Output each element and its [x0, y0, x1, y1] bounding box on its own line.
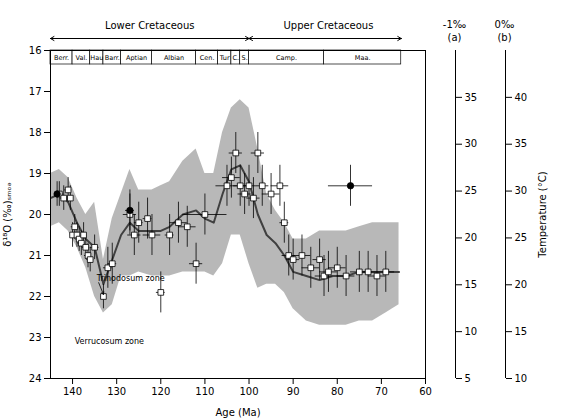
svg-text:Hau: Hau	[90, 54, 103, 62]
svg-text:25: 25	[515, 232, 528, 243]
svg-text:20: 20	[465, 232, 478, 243]
svg-text:5: 5	[465, 373, 471, 384]
svg-text:Maa.: Maa.	[355, 54, 371, 62]
svg-text:Verrucosum zone: Verrucosum zone	[75, 337, 144, 346]
svg-text:Tur: Tur	[219, 54, 230, 62]
svg-text:Cen.: Cen.	[200, 54, 215, 62]
svg-text:35: 35	[465, 92, 478, 103]
svg-text:Lower Cretaceous: Lower Cretaceous	[105, 20, 195, 31]
svg-text:0‰: 0‰	[495, 19, 515, 30]
svg-text:60: 60	[419, 386, 432, 397]
svg-text:40: 40	[515, 92, 528, 103]
svg-text:19: 19	[29, 168, 42, 179]
svg-text:(a): (a)	[448, 32, 462, 43]
svg-text:Age (Ma): Age (Ma)	[215, 407, 260, 418]
svg-text:Trinodosum zone: Trinodosum zone	[96, 274, 165, 283]
svg-text:22: 22	[29, 291, 42, 302]
svg-text:70: 70	[375, 386, 388, 397]
svg-text:80: 80	[331, 386, 344, 397]
svg-text:Val.: Val.	[75, 54, 87, 62]
svg-text:21: 21	[29, 250, 42, 261]
svg-text:130: 130	[107, 386, 126, 397]
svg-text:90: 90	[287, 386, 300, 397]
svg-text:20: 20	[29, 209, 42, 220]
svg-text:140: 140	[63, 386, 82, 397]
svg-text:100: 100	[239, 386, 258, 397]
svg-text:120: 120	[151, 386, 170, 397]
svg-text:16: 16	[29, 45, 42, 56]
svg-text:(b): (b)	[497, 32, 511, 43]
svg-text:Temperature (°C): Temperature (°C)	[537, 171, 548, 258]
svg-text:24: 24	[29, 373, 42, 384]
svg-text:δ¹⁸O (‰)ₛₘₒₔ: δ¹⁸O (‰)ₛₘₒₔ	[2, 182, 13, 247]
svg-text:Berr.: Berr.	[54, 54, 69, 62]
svg-text:-1‰: -1‰	[443, 19, 466, 30]
svg-text:17: 17	[29, 86, 42, 97]
svg-text:30: 30	[515, 185, 528, 196]
svg-text:18: 18	[29, 127, 42, 138]
svg-text:25: 25	[465, 185, 478, 196]
svg-text:Albian: Albian	[164, 54, 184, 62]
svg-text:C.: C.	[232, 54, 239, 62]
svg-text:110: 110	[195, 386, 214, 397]
svg-text:Camp.: Camp.	[276, 54, 297, 62]
svg-text:30: 30	[465, 138, 478, 149]
svg-text:15: 15	[515, 326, 528, 337]
svg-text:Aptian: Aptian	[126, 54, 147, 62]
svg-text:Upper Cretaceous: Upper Cretaceous	[284, 20, 374, 31]
svg-text:35: 35	[515, 138, 528, 149]
svg-text:15: 15	[465, 279, 478, 290]
svg-text:10: 10	[465, 326, 478, 337]
svg-text:20: 20	[515, 279, 528, 290]
svg-text:10: 10	[515, 373, 528, 384]
svg-text:S.: S.	[242, 54, 248, 62]
svg-text:23: 23	[29, 332, 42, 343]
svg-text:Barr.: Barr.	[105, 54, 120, 62]
